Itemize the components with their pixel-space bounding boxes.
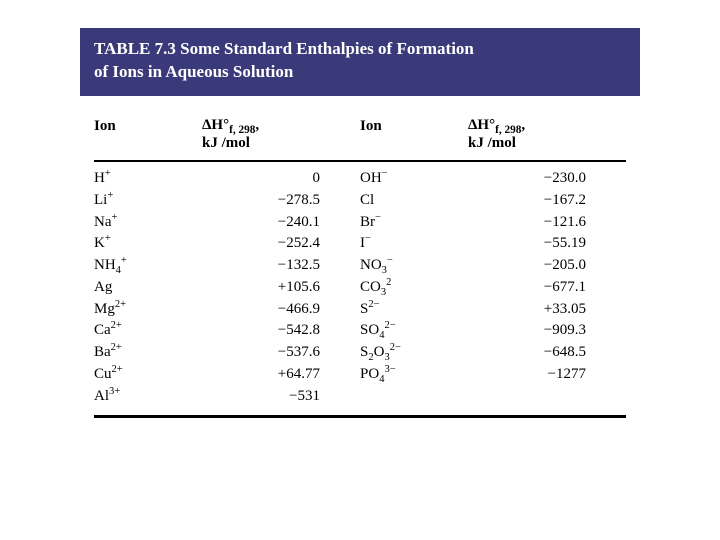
ion-cell: Br− [360, 212, 468, 234]
ion-cell: S2O32− [360, 342, 468, 364]
ion-cell: Na+ [94, 212, 202, 234]
table-row: Cu2++64.77PO43−−1277 [94, 364, 626, 386]
value-cell: −252.4 [202, 233, 360, 255]
value-cell: −55.19 [468, 233, 626, 255]
ion-cell: Ba2+ [94, 342, 202, 364]
rule-bottom [94, 415, 626, 418]
table-row: Al3+−531 [94, 386, 626, 408]
table-body: H+0OH−−230.0Li+−278.5Cl−167.2Na+−240.1Br… [80, 162, 640, 409]
table-row: Ag+105.6CO32−677.1 [94, 277, 626, 299]
value-cell: −531 [202, 386, 360, 408]
title-line-1: TABLE 7.3 Some Standard Enthalpies of Fo… [94, 39, 474, 58]
ion-cell: Mg2+ [94, 299, 202, 321]
table-row: H+0OH−−230.0 [94, 168, 626, 190]
table-row: Na+−240.1Br−−121.6 [94, 212, 626, 234]
table-row: Mg2+−466.9S2−+33.05 [94, 299, 626, 321]
ion-cell: S2− [360, 299, 468, 321]
value-cell: −542.8 [202, 320, 360, 342]
value-cell: −909.3 [468, 320, 626, 342]
table-row: Li+−278.5Cl−167.2 [94, 190, 626, 212]
ion-cell: K+ [94, 233, 202, 255]
ion-cell: SO42− [360, 320, 468, 342]
ion-cell: NO3− [360, 255, 468, 277]
header-ion-left: Ion [94, 118, 202, 152]
table-title: TABLE 7.3 Some Standard Enthalpies of Fo… [80, 28, 640, 96]
value-cell: +33.05 [468, 299, 626, 321]
value-cell: −167.2 [468, 190, 626, 212]
value-cell: −205.0 [468, 255, 626, 277]
value-cell: −230.0 [468, 168, 626, 190]
ion-cell [360, 386, 468, 408]
header-ion-right: Ion [360, 118, 468, 152]
ion-cell: NH4+ [94, 255, 202, 277]
column-headers: Ion ΔH°f, 298, kJ /mol Ion ΔH°f, 298, kJ… [80, 96, 640, 160]
value-cell: −648.5 [468, 342, 626, 364]
ion-cell: OH− [360, 168, 468, 190]
ion-cell: I− [360, 233, 468, 255]
value-cell [468, 386, 626, 408]
delta-h-symbol: ΔH° [202, 117, 229, 133]
value-cell: −240.1 [202, 212, 360, 234]
header-delta-left: ΔH°f, 298, kJ /mol [202, 118, 360, 152]
value-cell: −132.5 [202, 255, 360, 277]
value-cell: +64.77 [202, 364, 360, 386]
value-cell: −537.6 [202, 342, 360, 364]
value-cell: −278.5 [202, 190, 360, 212]
delta-h-units-r: kJ /mol [468, 135, 516, 151]
value-cell: −121.6 [468, 212, 626, 234]
delta-h-symbol-r: ΔH° [468, 117, 495, 133]
value-cell: −677.1 [468, 277, 626, 299]
value-cell: +105.6 [202, 277, 360, 299]
ion-cell: PO43− [360, 364, 468, 386]
delta-h-subscript-r: f, 298 [495, 124, 521, 136]
ion-cell: Li+ [94, 190, 202, 212]
ion-cell: Cu2+ [94, 364, 202, 386]
ion-cell: CO32 [360, 277, 468, 299]
table-row: K+−252.4I−−55.19 [94, 233, 626, 255]
header-delta-right: ΔH°f, 298, kJ /mol [468, 118, 626, 152]
value-cell: −1277 [468, 364, 626, 386]
table-row: NH4+−132.5NO3−−205.0 [94, 255, 626, 277]
title-line-2: of Ions in Aqueous Solution [94, 62, 293, 81]
ion-cell: Ca2+ [94, 320, 202, 342]
ion-cell: Al3+ [94, 386, 202, 408]
table-7-3: TABLE 7.3 Some Standard Enthalpies of Fo… [80, 28, 640, 418]
table-row: Ca2+−542.8SO42−−909.3 [94, 320, 626, 342]
delta-h-subscript: f, 298 [229, 124, 255, 136]
value-cell: −466.9 [202, 299, 360, 321]
ion-cell: Cl [360, 190, 468, 212]
value-cell: 0 [202, 168, 360, 190]
table-row: Ba2+−537.6S2O32−−648.5 [94, 342, 626, 364]
delta-h-units: kJ /mol [202, 135, 250, 151]
ion-cell: Ag [94, 277, 202, 299]
ion-cell: H+ [94, 168, 202, 190]
